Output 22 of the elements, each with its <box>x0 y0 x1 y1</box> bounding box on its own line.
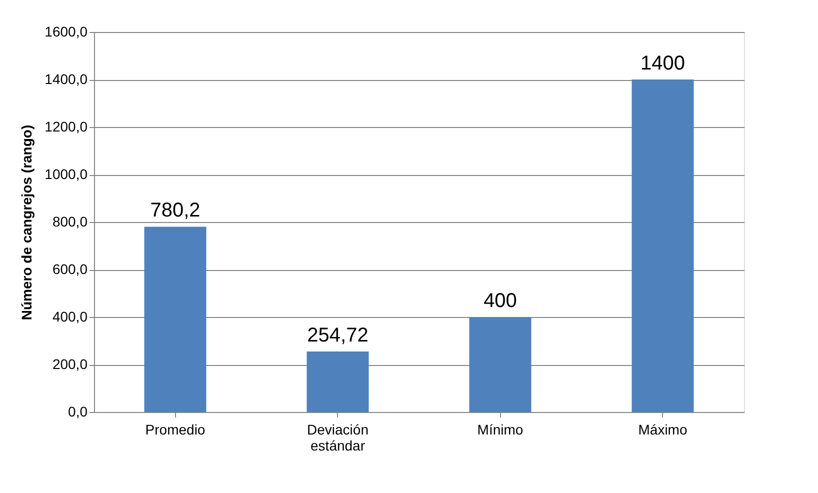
x-tick-label: Mínimo <box>477 422 524 438</box>
x-tick-label: Máximo <box>638 422 688 438</box>
bar <box>469 317 532 412</box>
data-label: 1400 <box>640 52 685 74</box>
y-tick-label: 1400,0 <box>44 71 88 87</box>
data-label: 780,2 <box>150 200 200 222</box>
y-tick-label: 600,0 <box>52 261 88 277</box>
y-tick-label: 0,0 <box>68 404 88 420</box>
x-tick-label: Promedio <box>145 422 206 438</box>
y-tick-label: 800,0 <box>52 214 88 230</box>
y-tick-label: 1200,0 <box>44 118 88 134</box>
y-tick-label: 1600,0 <box>44 24 88 40</box>
y-tick-label: 200,0 <box>52 356 88 372</box>
y-axis-title: Número de cangrejos (rango) <box>18 124 35 320</box>
x-tick-label: Deviación estándar <box>307 422 368 454</box>
y-tick-label: 400,0 <box>52 308 88 324</box>
data-label: 254,72 <box>307 324 368 347</box>
bar <box>632 80 694 412</box>
data-label: 400 <box>484 290 517 312</box>
bar <box>144 226 206 412</box>
bar <box>306 352 369 412</box>
y-tick-label: 1000,0 <box>44 166 88 182</box>
